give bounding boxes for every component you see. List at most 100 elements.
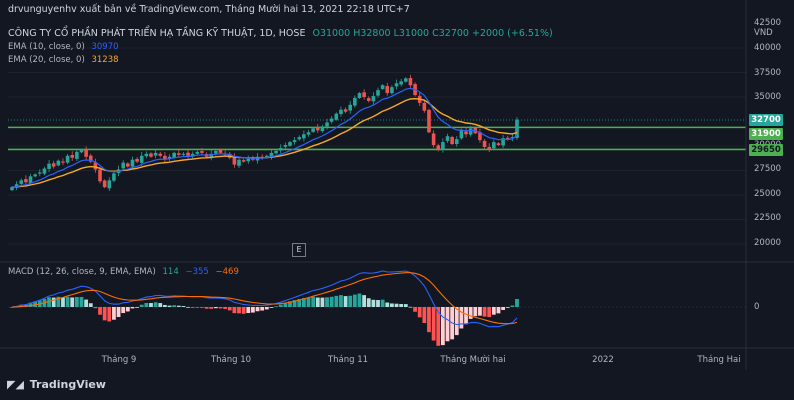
macd-hist-bar xyxy=(352,294,357,307)
x-tick: 2022 xyxy=(592,355,614,365)
candle-body xyxy=(218,149,223,153)
currency-label: VND xyxy=(754,28,773,38)
candle-body xyxy=(24,179,28,183)
symbol-title: CÔNG TY CỔ PHẦN PHÁT TRIỂN HẠ TẦNG KỸ TH… xyxy=(8,28,306,39)
macd-hist-bar xyxy=(376,300,380,307)
candle-body xyxy=(135,158,139,162)
candle-body xyxy=(167,156,172,159)
candle-body xyxy=(149,153,153,157)
macd-hist-bar xyxy=(181,306,186,307)
candle-body xyxy=(445,136,450,141)
price-tick: 42500 xyxy=(754,18,782,28)
candle-body xyxy=(28,176,33,184)
upper-level-badge: 31900 xyxy=(749,128,783,140)
candle-body xyxy=(450,136,454,145)
macd-hist-bar xyxy=(278,304,283,307)
macd-hist-bar xyxy=(403,304,408,307)
macd-legend-value: 114 xyxy=(162,267,179,277)
ema10-legend-label: EMA (10, close, 0) xyxy=(8,42,85,52)
macd-hist-bar xyxy=(135,307,139,308)
ema20-legend-label: EMA (20, close, 0) xyxy=(8,55,85,65)
candle-body xyxy=(454,139,459,145)
candle-body xyxy=(315,127,320,131)
candle-body xyxy=(51,163,56,167)
macd-legend[interactable]: MACD (12, 26, close, 9, EMA, EMA) 114 −3… xyxy=(8,267,239,277)
macd-hist-bar xyxy=(505,307,510,308)
macd-hist-bar xyxy=(107,307,112,322)
candle-body xyxy=(487,146,492,149)
candle-body xyxy=(195,151,200,154)
candle-body xyxy=(70,155,75,158)
macd-hist-bar xyxy=(98,307,102,315)
ema20-legend[interactable]: EMA (20, close, 0) 31238 xyxy=(8,55,119,65)
macd-hist-bar xyxy=(464,307,468,325)
candle-body xyxy=(190,153,195,157)
price-tick: 25000 xyxy=(754,189,782,199)
candle-body xyxy=(325,122,329,127)
candle-body xyxy=(237,159,241,166)
candle-body xyxy=(153,152,158,156)
candle-body xyxy=(302,134,306,139)
lower-level-badge: 29650 xyxy=(749,144,783,156)
candle-body xyxy=(515,119,519,138)
candle-body xyxy=(283,145,288,147)
macd-hist-bar xyxy=(112,307,116,320)
macd-hist-bar xyxy=(329,296,334,307)
ema20-legend-value: 31238 xyxy=(91,55,119,65)
macd-hist-bar xyxy=(288,301,292,307)
macd-hist-bar xyxy=(88,303,93,307)
last-price-badge: 32700 xyxy=(749,114,783,126)
tradingview-logo[interactable]: ◤◢ TradingView xyxy=(7,378,106,391)
price-tick: 27500 xyxy=(754,164,782,174)
candle-body xyxy=(269,152,274,157)
macd-hist-bar xyxy=(301,298,306,307)
symbol-name: CÔNG TY CỔ PHẦN PHÁT TRIỂN HẠ TẦNG KỸ TH… xyxy=(8,28,553,39)
candle-body xyxy=(232,156,237,165)
ema10-legend[interactable]: EMA (10, close, 0) 30970 xyxy=(8,42,119,52)
macd-hist-bar xyxy=(459,307,464,329)
macd-hist-bar xyxy=(264,307,269,310)
candle-body xyxy=(371,96,376,102)
macd-hist-bar xyxy=(47,297,51,307)
candle-body xyxy=(42,168,47,174)
macd-hist-bar xyxy=(510,305,515,307)
candle-body xyxy=(47,163,51,169)
macd-hist-bar xyxy=(190,307,195,308)
macd-hist-bar xyxy=(362,295,367,307)
candle-body xyxy=(343,109,348,112)
macd-hist-bar xyxy=(61,297,65,307)
macd-hist-bar xyxy=(158,303,163,307)
macd-hist-bar xyxy=(491,307,496,315)
candle-body xyxy=(505,137,510,140)
x-tick: Tháng Mười hai xyxy=(440,355,506,365)
macd-hist-bar xyxy=(339,295,343,307)
candle-body xyxy=(112,173,116,181)
macd-hist-bar xyxy=(56,296,61,307)
macd-histogram xyxy=(10,293,519,346)
candle-body xyxy=(306,132,311,135)
candle-body xyxy=(339,109,343,115)
macd-hist-bar xyxy=(496,307,501,314)
macd-hist-bar xyxy=(162,304,167,307)
candle-body xyxy=(75,151,79,159)
candle-body xyxy=(320,126,325,132)
macd-hist-bar xyxy=(227,307,232,311)
candle-body xyxy=(404,78,408,82)
events-button[interactable]: E xyxy=(292,243,306,257)
candle-body xyxy=(390,87,394,94)
macd-hist-bar xyxy=(19,304,24,307)
price-tick: 40000 xyxy=(754,43,782,53)
candle-body xyxy=(37,172,42,174)
candle-body xyxy=(79,149,84,153)
candle-body xyxy=(102,180,107,188)
macd-hist-bar xyxy=(454,307,459,336)
candle-body xyxy=(121,162,125,169)
candle-body xyxy=(366,98,371,101)
candle-body xyxy=(107,180,112,189)
candle-body xyxy=(93,162,98,170)
candle-body xyxy=(265,155,269,157)
candle-body xyxy=(19,180,24,184)
candle-body xyxy=(348,104,353,111)
candle-body xyxy=(181,153,186,155)
